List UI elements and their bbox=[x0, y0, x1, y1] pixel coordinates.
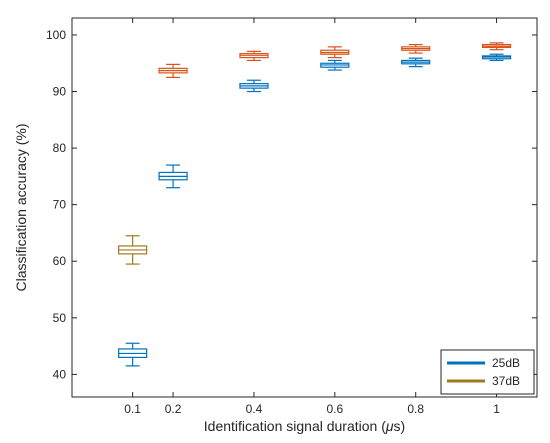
box-37dB-0.2 bbox=[158, 63, 188, 78]
box-25dB-0.1 bbox=[118, 342, 148, 367]
boxes-layer bbox=[118, 42, 512, 367]
box-37dB-0.8 bbox=[401, 43, 431, 54]
x-tick-label: 0.8 bbox=[407, 402, 424, 416]
box-37dB-1 bbox=[481, 42, 512, 51]
box-25dB-0.2 bbox=[158, 164, 188, 189]
y-tick-label: 90 bbox=[53, 85, 67, 99]
legend-label-37db: 37dB bbox=[492, 374, 520, 388]
x-tick-label: 0.4 bbox=[246, 402, 263, 416]
x-tick-label: 0.6 bbox=[326, 402, 343, 416]
x-tick-label: 0.2 bbox=[165, 402, 182, 416]
x-axis-label-mu: μ bbox=[385, 418, 394, 434]
x-axis-label-main: Identification signal duration ( bbox=[204, 418, 386, 434]
box-37dB-0.4 bbox=[239, 50, 269, 62]
box-series-2-0.1 bbox=[118, 235, 148, 265]
y-axis-label: Classification accuracy (%) bbox=[13, 123, 29, 291]
box-25dB-0.4 bbox=[239, 79, 269, 93]
box-37dB-0.6 bbox=[320, 46, 350, 59]
x-tick-label: 0.1 bbox=[124, 402, 141, 416]
legend-label-25db: 25dB bbox=[492, 356, 520, 370]
box-25dB-1 bbox=[481, 53, 512, 62]
y-tick-label: 40 bbox=[53, 367, 67, 381]
y-tick-label: 100 bbox=[46, 28, 66, 42]
x-tick-label: 1 bbox=[493, 402, 500, 416]
y-tick-label: 70 bbox=[53, 198, 67, 212]
box-25dB-0.6 bbox=[320, 59, 350, 71]
ticks-layer: 40 50 60 70 80 90 100 0.1 0.2 0.4 0.6 0.8 1 bbox=[46, 18, 537, 416]
x-axis-label-unit: s) bbox=[394, 418, 406, 434]
legend-box bbox=[440, 349, 535, 395]
y-tick-label: 80 bbox=[53, 141, 67, 155]
box-25dB-0.8 bbox=[401, 57, 431, 68]
y-tick-label: 60 bbox=[53, 254, 67, 268]
x-axis-label: Identification signal duration (μs) bbox=[204, 418, 405, 434]
plot-frame bbox=[71, 17, 538, 398]
y-tick-label: 50 bbox=[53, 311, 67, 325]
legend: 25dB 37dB bbox=[440, 349, 535, 395]
